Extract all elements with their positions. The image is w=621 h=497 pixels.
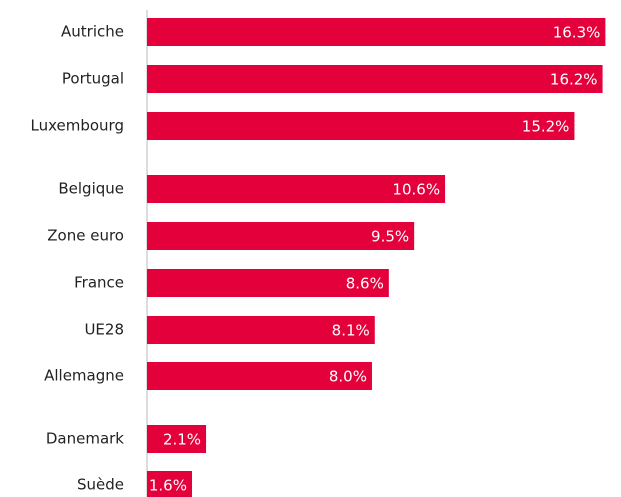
value-label: 2.1% xyxy=(163,431,201,449)
value-label: 8.1% xyxy=(332,322,370,340)
bar xyxy=(147,362,372,390)
category-label: Portugal xyxy=(62,70,124,88)
category-label: Luxembourg xyxy=(31,117,125,135)
value-label: 15.2% xyxy=(522,118,570,136)
category-label: Suède xyxy=(77,476,124,494)
category-label: France xyxy=(74,274,124,292)
value-label: 10.6% xyxy=(392,181,440,199)
bar xyxy=(147,222,415,250)
category-label: Allemagne xyxy=(44,367,124,385)
bar xyxy=(147,175,446,203)
value-label: 16.2% xyxy=(550,71,598,89)
bar xyxy=(147,18,606,46)
category-label: Belgique xyxy=(58,180,124,198)
value-label: 16.3% xyxy=(553,24,601,42)
value-label: 8.0% xyxy=(329,368,367,386)
category-label: Danemark xyxy=(46,430,124,448)
bar xyxy=(147,112,575,140)
category-label: Autriche xyxy=(61,23,124,41)
value-label: 1.6% xyxy=(149,477,187,495)
value-label: 9.5% xyxy=(371,228,409,246)
bar xyxy=(147,269,389,297)
category-label: UE28 xyxy=(84,321,124,339)
bar xyxy=(147,425,207,453)
bar xyxy=(147,316,375,344)
category-label: Zone euro xyxy=(47,227,124,245)
bar xyxy=(147,65,603,93)
value-label: 8.6% xyxy=(346,275,384,293)
bar xyxy=(147,471,192,497)
